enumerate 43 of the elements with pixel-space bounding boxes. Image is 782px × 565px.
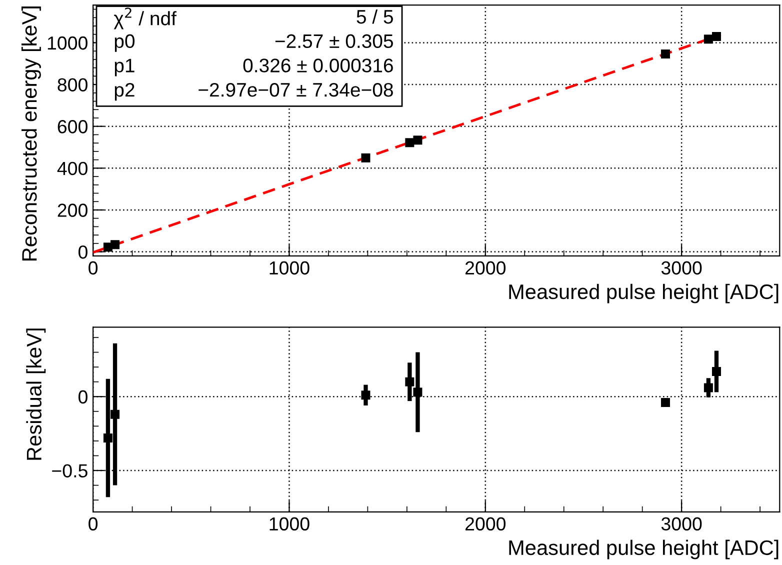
annotation: p0 [114,34,135,52]
x-tick-label: 0 [88,261,98,275]
annotation: χ$^{2}$ / ndf [114,8,177,30]
point [361,390,370,400]
x-axis-title: Measured pulse height [ADC] [509,284,778,304]
point [660,50,670,59]
x-tick-label: 1000 [270,261,310,275]
y-tick-label: 400 [57,162,88,176]
point [110,240,120,250]
annotation: −2.97e−07 ± 7.34e−08 [198,82,393,97]
point [712,366,721,376]
y-tick-label: 600 [58,120,88,134]
y-tick-label: −0.5 [52,464,88,478]
annotation: 5 / 5 [356,9,393,24]
x-axis-title: Measured pulse height [ADC] [509,540,778,560]
x-tick-label: 2000 [465,261,506,275]
x-tick-label: 2000 [465,517,506,531]
x-tick-label: 1000 [270,517,310,531]
annotation: −2.57 ± 0.305 [275,34,393,48]
point [405,138,414,148]
x-tick-label: 3000 [661,261,702,275]
annotation: p1 [114,58,134,76]
y-tick-label: 200 [58,204,88,217]
annotation: 0.326 ± 0.000316 [243,58,393,72]
x-tick-label: 0 [88,517,98,531]
x-tick-label: 3000 [661,517,702,531]
point [361,153,370,162]
point [712,32,721,41]
point [413,388,422,397]
point [413,136,422,145]
point [405,377,414,386]
y-tick-label: 0 [78,390,88,404]
y-tick-label: 0 [78,245,88,259]
point [704,34,713,44]
point [704,383,713,392]
y-axis-title: Reconstructed energy [keV] [22,6,41,260]
point [660,398,670,408]
y-tick-label: 800 [58,78,88,92]
y-axis-title: Residual [keV] [26,328,46,460]
point [103,433,112,442]
annotation: p2 [114,82,134,101]
y-tick-label: 1000 [48,36,88,50]
point [110,410,120,419]
